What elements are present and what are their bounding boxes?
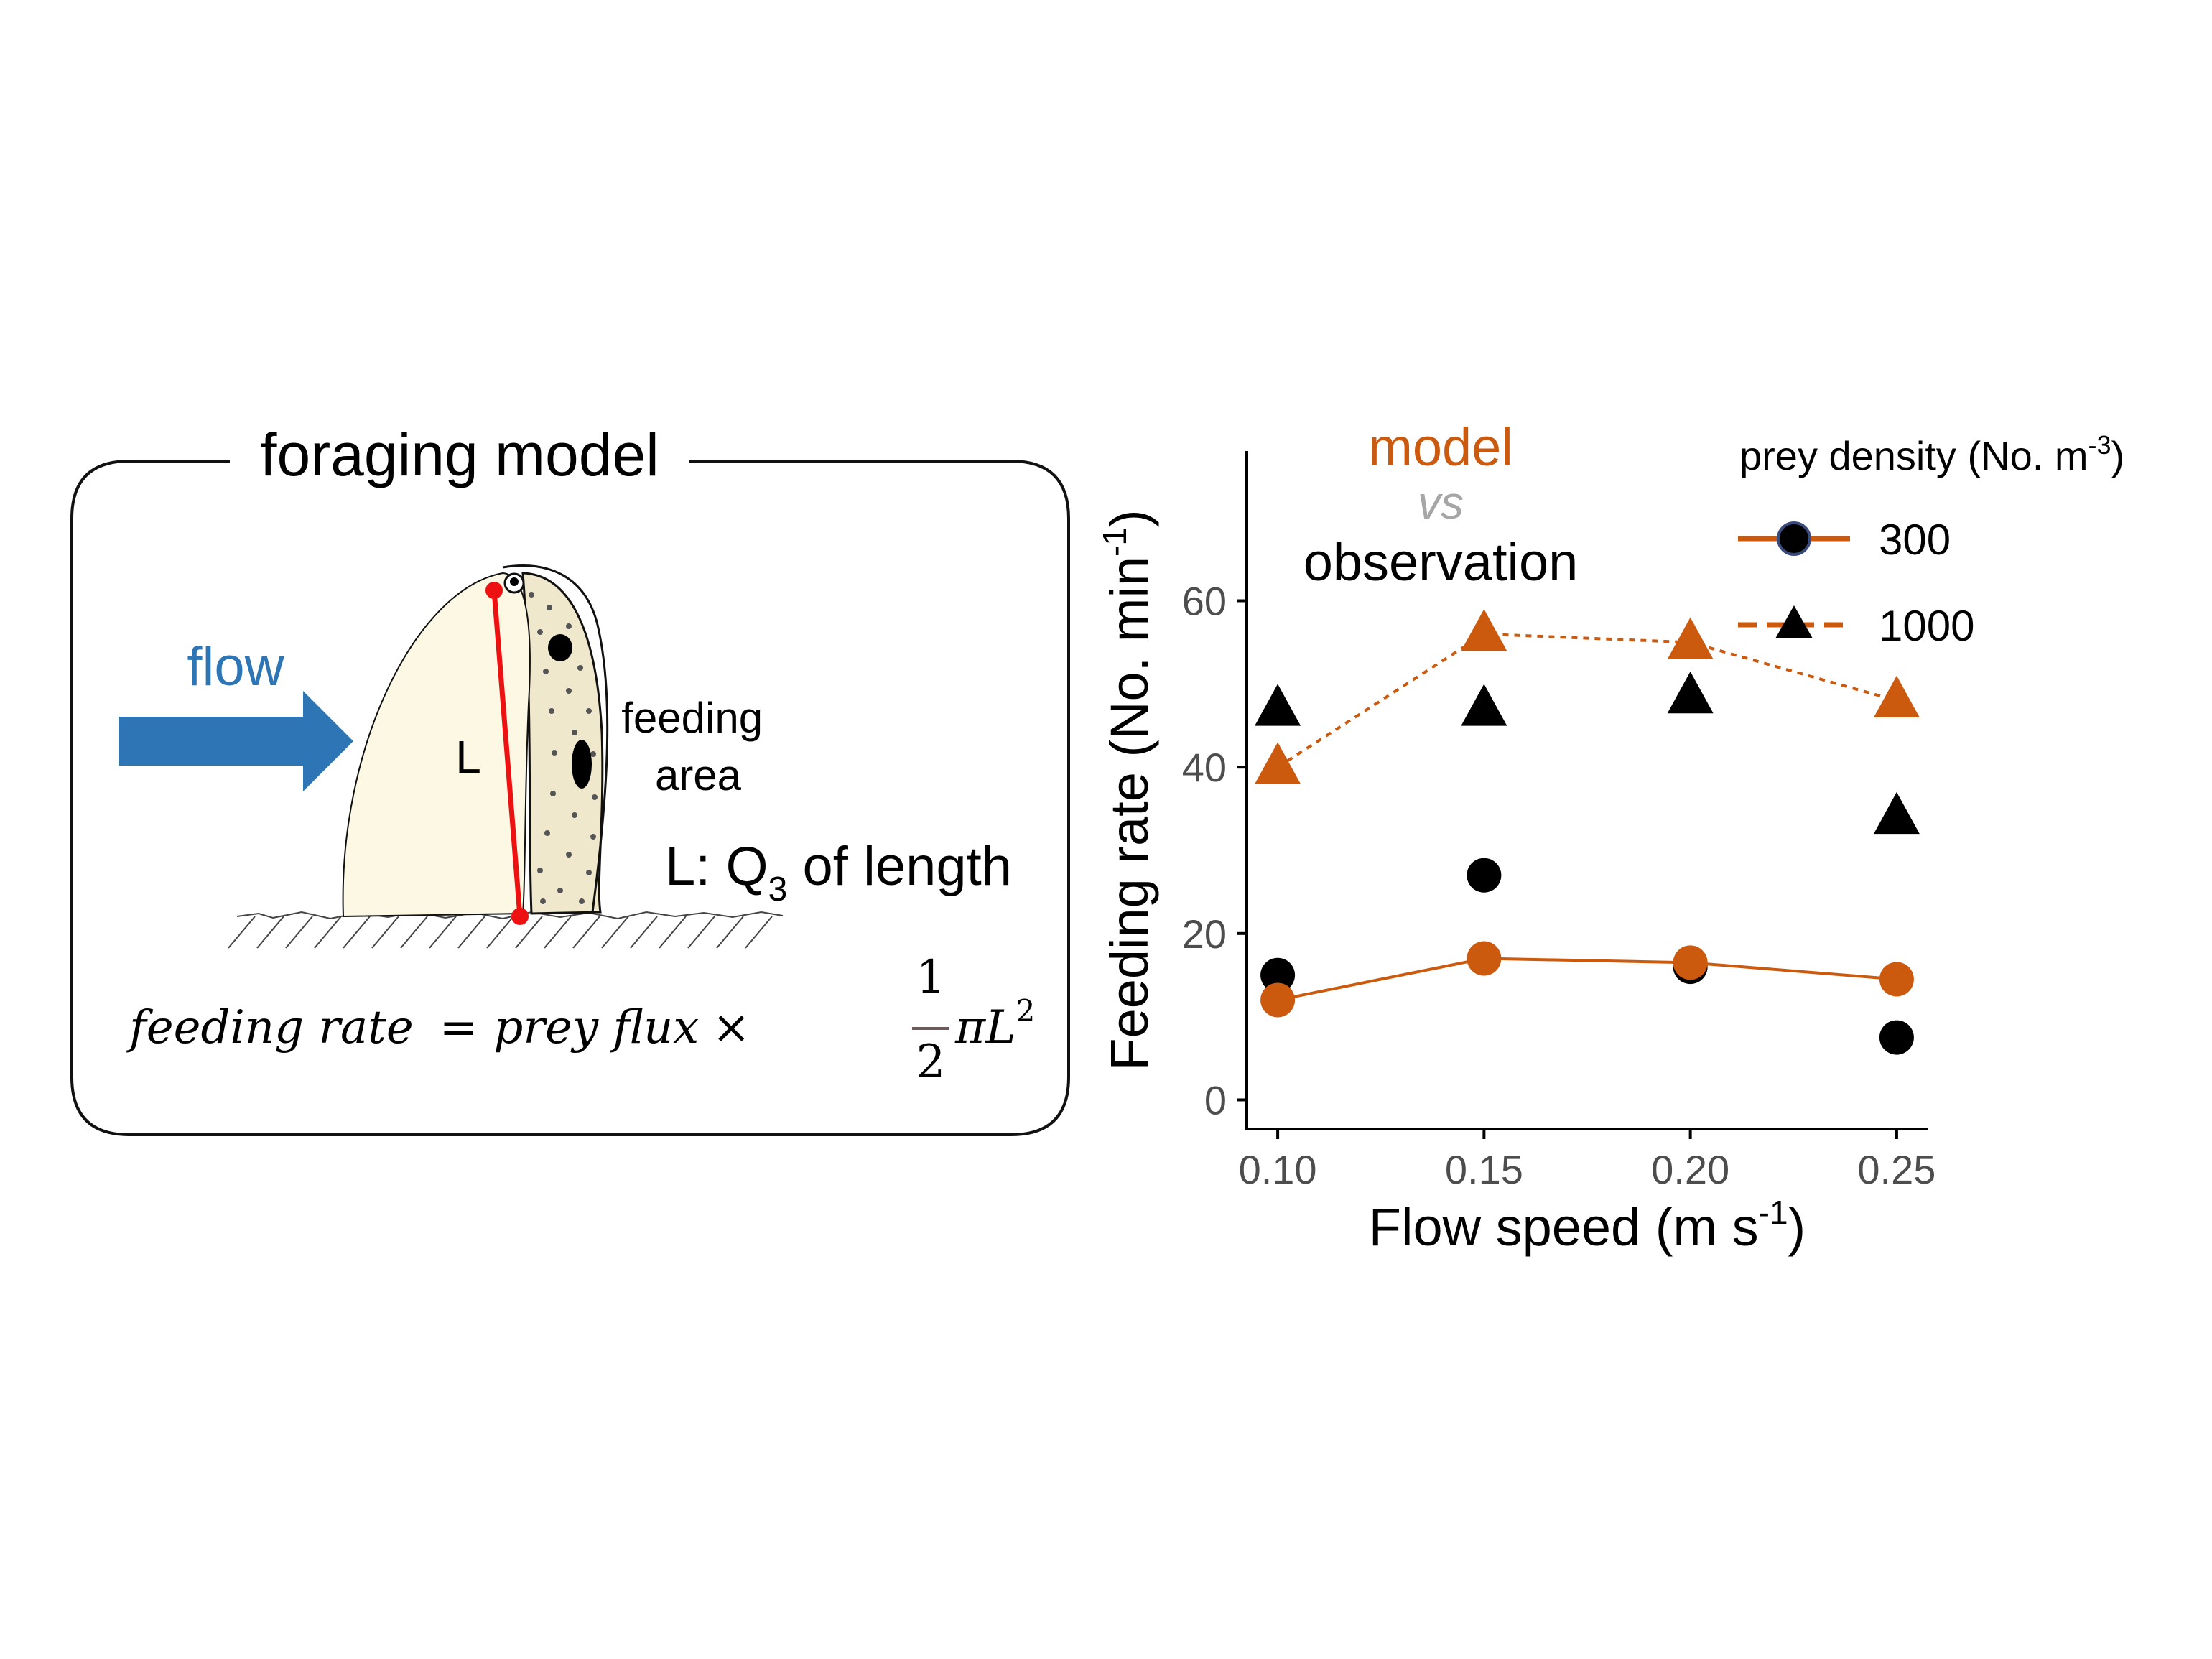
x-axis-label-main: Flow speed (m s [1369, 1197, 1759, 1257]
data-point-model-1000 [1667, 617, 1714, 659]
data-point-observation-1000 [1255, 684, 1301, 726]
y-axis-label: Feeding rate (No. min-1) [1096, 509, 1159, 1070]
data-point-observation-300 [1260, 957, 1296, 993]
pupil-icon [510, 577, 519, 586]
flow-label: flow [187, 636, 284, 697]
data-point-model-300 [1467, 941, 1502, 976]
y-tick-label: 40 [1182, 745, 1227, 790]
y-tick-label: 20 [1182, 911, 1227, 957]
formula-tail: πL2 [954, 993, 1035, 1054]
panel-title: foraging model [260, 421, 659, 488]
data-point-observation-1000 [1667, 671, 1714, 714]
y-axis-label-sup: -1 [1096, 527, 1133, 557]
spot-icon [548, 634, 572, 661]
x-tick-label: 0.15 [1445, 1147, 1523, 1192]
series-line-model-1000 [1277, 632, 1897, 768]
length-note-sub: 3 [768, 870, 788, 908]
feeding-area-line2: area [655, 751, 742, 799]
flow-arrow-icon [119, 691, 353, 791]
legend-label-1000: 1000 [1879, 602, 1974, 650]
data-point-model-1000 [1461, 609, 1507, 651]
length-note: L: Q3 of length [665, 836, 1012, 908]
y-axis-label-main: Feeding rate (No. min [1100, 557, 1159, 1071]
formula-frac-den: 2 [916, 1036, 946, 1089]
x-axis-label-tail: ) [1788, 1197, 1806, 1257]
formula-tail-sup: 2 [1016, 993, 1036, 1028]
x-axis-label: Flow speed (m s-1) [1369, 1194, 1806, 1257]
x-tick-label: 0.10 [1239, 1147, 1317, 1192]
y-tick-label: 0 [1204, 1077, 1227, 1123]
y-tick-label: 60 [1182, 578, 1227, 623]
length-line [491, 590, 523, 917]
formula-main: feeding rate = prey flux × [126, 1001, 750, 1054]
y-axis-label-tail: ) [1100, 509, 1159, 527]
formula-eq: = [440, 1001, 478, 1054]
heading-observation: observation [1304, 532, 1579, 592]
outer-outline [502, 564, 609, 913]
legend: prey density (No. m-3) 300 1000 [1738, 430, 2124, 650]
x-tick-label: 0.20 [1651, 1147, 1729, 1192]
length-endpoint [511, 908, 529, 925]
legend-title-sup: -3 [2088, 430, 2111, 460]
length-symbol: L [455, 731, 481, 783]
ground-hatching-icon [228, 911, 784, 949]
legend-title: prey density (No. m-3) [1739, 430, 2124, 478]
length-endpoint [485, 582, 503, 599]
data-point-model-300 [1879, 962, 1914, 997]
legend-label-300: 300 [1879, 516, 1951, 564]
feeding-area-line1: feeding [621, 694, 763, 742]
formula-rhs: prey flux [493, 1001, 699, 1054]
foraging-model-panel: foraging model flow [70, 421, 1070, 1136]
data-point-model-300 [1673, 945, 1708, 980]
chart-panel: 0 20 40 60 0.10 0.15 0.20 0.25 Feeding rate (N… [1096, 417, 2124, 1257]
heading-vs: vs [1418, 477, 1464, 529]
panel-frame [70, 460, 1070, 1136]
data-point-model-300 [1260, 982, 1296, 1018]
series-line-model-300 [1277, 957, 1897, 1002]
y-ticks: 0 20 40 60 [1182, 578, 1247, 1123]
length-note-prefix: L: Q [665, 836, 768, 897]
heading-model: model [1368, 417, 1513, 477]
legend-title-tail: ) [2111, 433, 2125, 478]
spot-icon [572, 740, 592, 789]
x-tick-label: 0.25 [1857, 1147, 1936, 1192]
formula-lhs: feeding rate [126, 1001, 414, 1054]
formula-times: × [712, 1001, 750, 1054]
x-axis-label-sup: -1 [1759, 1194, 1788, 1231]
feeding-area [521, 572, 604, 915]
legend-marker-300 [1777, 521, 1811, 556]
series-points [1255, 609, 1920, 1055]
fish-body [342, 572, 531, 918]
data-point-observation-1000 [1873, 791, 1920, 835]
data-point-observation-300 [1467, 858, 1502, 893]
formula-frac-num: 1 [916, 951, 946, 1004]
data-point-model-1000 [1255, 742, 1301, 784]
x-ticks: 0.10 0.15 0.20 0.25 [1239, 1129, 1936, 1192]
formula: feeding rate = prey flux × 1 2 πL2 [126, 951, 1035, 1089]
feeding-area-label: feeding area [621, 694, 775, 799]
length-note-suffix: of length [787, 836, 1012, 897]
legend-marker-1000 [1775, 605, 1813, 638]
data-point-observation-1000 [1461, 684, 1507, 726]
formula-tail-main: πL [954, 1001, 1016, 1054]
data-point-model-1000 [1873, 675, 1920, 718]
data-point-observation-300 [1879, 1020, 1914, 1055]
legend-title-main: prey density (No. m [1739, 433, 2088, 478]
series-lines [1277, 632, 1897, 1002]
